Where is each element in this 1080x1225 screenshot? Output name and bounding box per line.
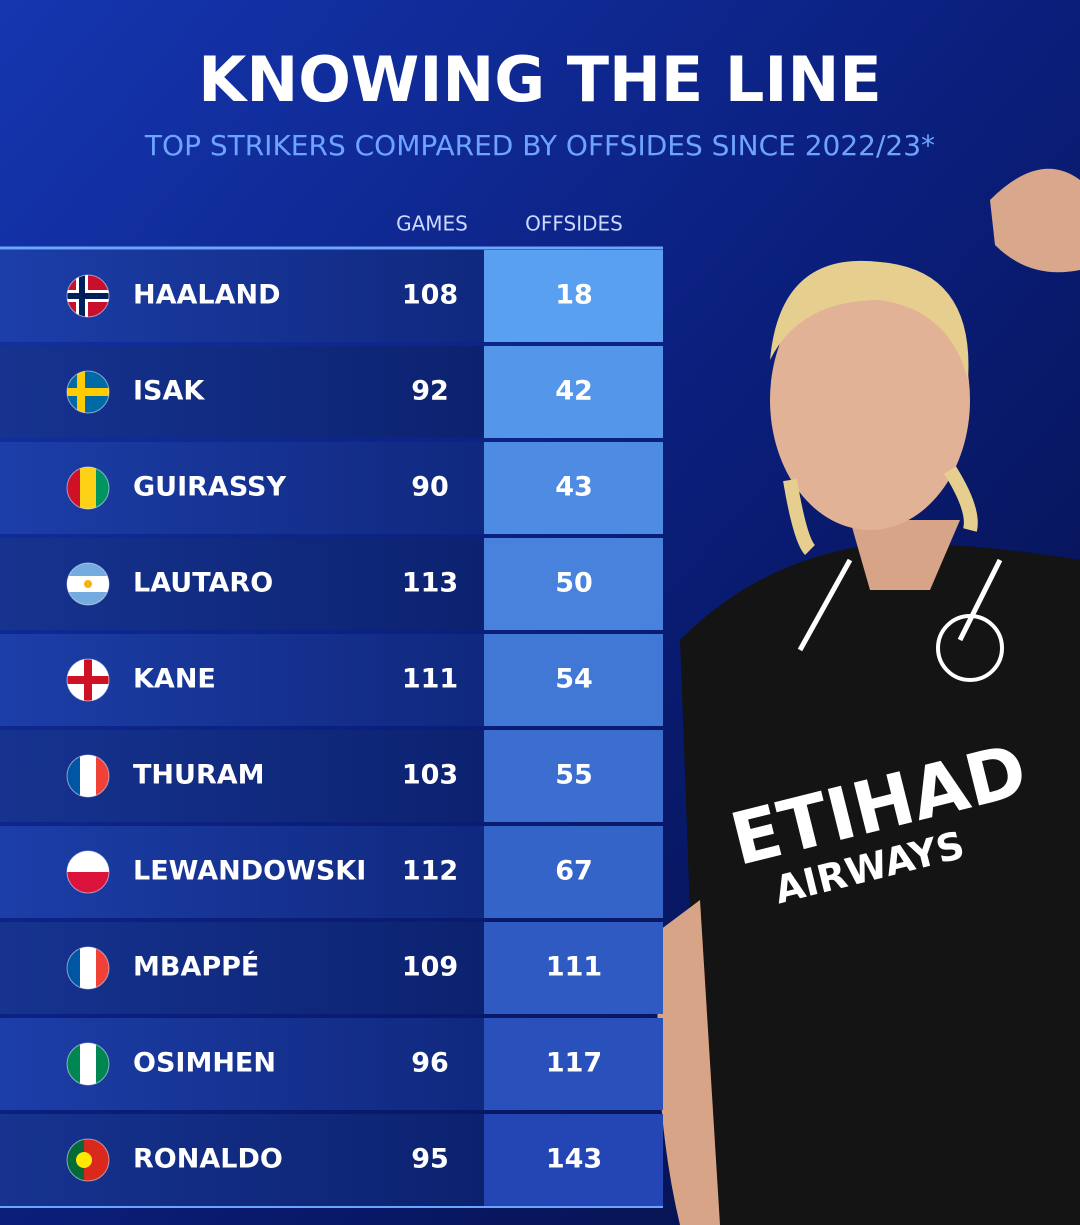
offsides-value: 43 [555, 472, 593, 503]
flag-ring [66, 562, 110, 606]
offsides-cell [484, 826, 663, 918]
offsides-value: 67 [555, 856, 593, 887]
player-name: ISAK [133, 376, 205, 407]
flag-ring [66, 754, 110, 798]
player-name: LEWANDOWSKI [133, 856, 366, 887]
flag-ring [66, 658, 110, 702]
games-value: 113 [402, 568, 458, 599]
flag-ring [66, 466, 110, 510]
table: HAALAND 108 18 ISAK 92 42 GUIRASSY 90 43 LAUTARO 1… [0, 250, 663, 1208]
offsides-cell [484, 346, 663, 438]
flag-part [80, 1043, 96, 1085]
flag-part [67, 388, 109, 396]
games-value: 111 [402, 664, 458, 695]
flag [67, 275, 109, 317]
games-value: 112 [402, 856, 458, 887]
offsides-value: 54 [555, 664, 593, 695]
flag-part [67, 872, 109, 893]
player-name: HAALAND [133, 280, 281, 311]
games-value: 109 [402, 952, 458, 983]
games-value: 96 [411, 1048, 449, 1079]
flag-part [76, 1152, 92, 1168]
offsides-value: 117 [546, 1048, 602, 1079]
player-name: THURAM [133, 760, 265, 791]
offsides-cell [484, 730, 663, 822]
flag-ring [66, 850, 110, 894]
offsides-value: 42 [555, 376, 593, 407]
player-name: KANE [133, 664, 216, 695]
flag-part [67, 676, 109, 684]
flag [67, 851, 109, 893]
games-value: 92 [411, 376, 449, 407]
games-value: 103 [402, 760, 458, 791]
subtitle: TOP STRIKERS COMPARED BY OFFSIDES SINCE … [144, 129, 935, 162]
games-value: 108 [402, 280, 458, 311]
offsides-cell [484, 538, 663, 630]
player-photo: ETIHAD AIRWAYS [657, 168, 1080, 1225]
offsides-value: 50 [555, 568, 593, 599]
offsides-cell [484, 634, 663, 726]
flag [67, 371, 109, 413]
offsides-cell [484, 1114, 663, 1206]
flag-ring [66, 946, 110, 990]
player-name: RONALDO [133, 1144, 283, 1175]
flag-part [84, 580, 92, 588]
offsides-value: 143 [546, 1144, 602, 1175]
flag-ring [66, 370, 110, 414]
flag-part [80, 755, 96, 797]
flag-ring [66, 1138, 110, 1182]
games-value: 90 [411, 472, 449, 503]
flag-part [67, 851, 109, 872]
offsides-value: 55 [555, 760, 593, 791]
offsides-cell [484, 442, 663, 534]
offsides-value: 18 [555, 280, 593, 311]
player-name: GUIRASSY [133, 472, 286, 503]
offsides-value: 111 [546, 952, 602, 983]
player-name: LAUTARO [133, 568, 273, 599]
flag-part [67, 293, 109, 299]
column-header: GAMES [396, 212, 468, 236]
flag [67, 659, 109, 701]
flag-part [67, 1139, 84, 1181]
flag-ring [66, 274, 110, 318]
player-name: MBAPPÉ [133, 951, 259, 983]
offsides-cell [484, 922, 663, 1014]
games-value: 95 [411, 1144, 449, 1175]
player-name: OSIMHEN [133, 1048, 276, 1079]
offsides-cell [484, 250, 663, 342]
flag-part [80, 947, 96, 989]
column-header: OFFSIDES [525, 212, 623, 236]
title: KNOWING THE LINE [198, 43, 881, 116]
offsides-cell [484, 1018, 663, 1110]
flag-part [80, 467, 96, 509]
flag-ring [66, 1042, 110, 1086]
